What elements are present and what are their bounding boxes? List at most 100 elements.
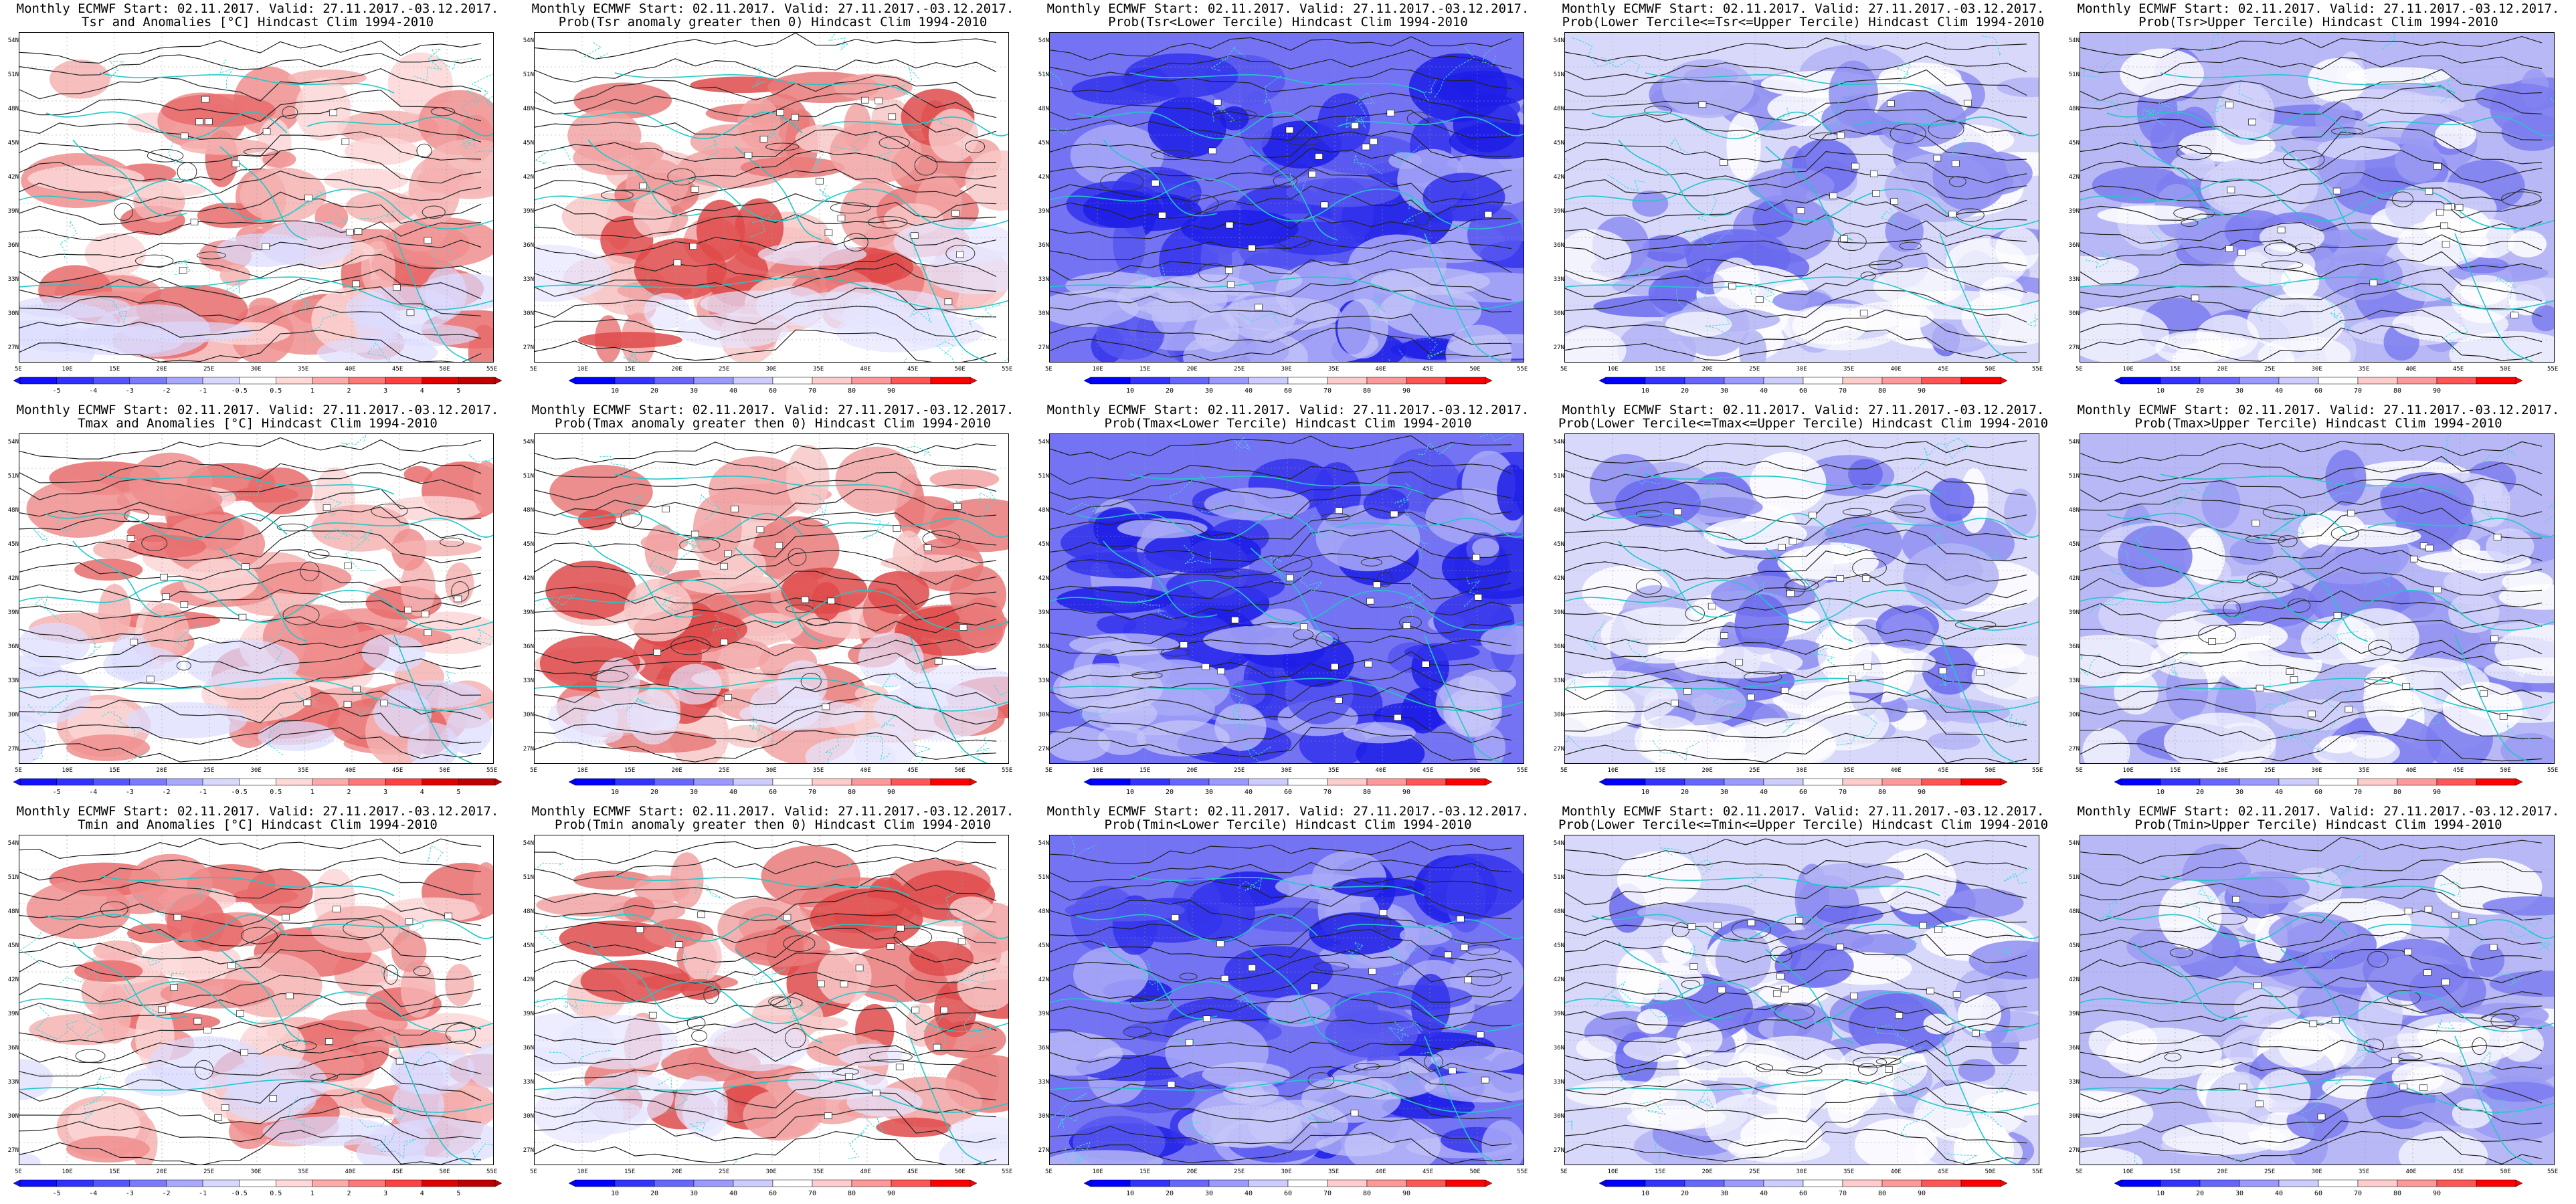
coastline — [561, 914, 803, 942]
shading-region — [2470, 944, 2505, 978]
panel-title-line2: Tmin and Anomalies [°C] Hindcast Clim 19… — [78, 817, 438, 832]
temperature-contour — [2080, 309, 2543, 342]
longitude-label: 15E — [624, 1169, 636, 1175]
longitude-label: 5E — [530, 366, 537, 373]
station-marker — [1836, 575, 1844, 582]
country-border — [1358, 1084, 1394, 1103]
shading-region — [559, 1015, 678, 1070]
colorbar-tick-label: -2 — [162, 789, 170, 796]
country-border — [703, 139, 719, 163]
latitude-label: 30N — [2068, 310, 2080, 317]
station-marker — [1158, 211, 1166, 219]
country-border — [128, 936, 161, 967]
coastline — [1939, 233, 2019, 362]
country-border — [2442, 324, 2469, 353]
country-border — [1695, 481, 1724, 504]
station-marker — [2451, 912, 2460, 919]
latitude-label: 54N — [7, 37, 19, 44]
orography-contour — [1899, 241, 1922, 250]
shading-region — [680, 979, 722, 1000]
temperature-contour — [1050, 68, 1512, 92]
colorbar-swatch — [1208, 377, 1249, 385]
shading-region — [2233, 986, 2302, 1027]
colorbar-arrow-right — [970, 377, 978, 385]
colorbar-tick-label: 20 — [1166, 387, 1174, 395]
station-marker — [2433, 586, 2442, 593]
longitude-label: 40E — [2405, 366, 2417, 373]
latitude-label: 30N — [2068, 1113, 2080, 1120]
station-marker — [840, 981, 848, 988]
country-border — [2514, 913, 2554, 928]
colorbar-tick-label: 70 — [2354, 387, 2362, 395]
longitude-label: 30E — [2311, 366, 2322, 373]
temperature-contour — [1565, 267, 2027, 297]
shading-region — [1957, 995, 2001, 1033]
colorbar-tick-label: 10 — [1126, 789, 1134, 796]
coastline — [1424, 1035, 1503, 1165]
colorbar-tick-label: 80 — [1878, 387, 1886, 395]
station-marker — [227, 962, 236, 969]
colorbar-swatch — [1605, 1179, 1646, 1187]
colorbar-swatch — [1445, 778, 1486, 786]
coastline — [735, 146, 823, 241]
station-marker — [1213, 98, 1222, 106]
coastline — [306, 518, 493, 538]
latitude-label: 36N — [2068, 242, 2080, 249]
temperature-contour — [535, 263, 997, 298]
longitude-label: 45E — [907, 767, 919, 774]
orography-contour — [965, 140, 986, 154]
country-border — [101, 711, 135, 739]
country-border — [1396, 144, 1421, 165]
temperature-contour — [1050, 841, 1512, 864]
longitude-label: 20E — [2217, 767, 2228, 774]
temperature-contour — [1050, 459, 1512, 485]
colorbar-tick-label: 90 — [1402, 789, 1410, 796]
longitude-label: 40E — [345, 767, 356, 774]
latitude-label: 27N — [1553, 746, 1564, 752]
colorbar-swatch — [2476, 1179, 2516, 1187]
colorbar-swatch — [1366, 377, 1407, 385]
shading-region — [128, 854, 213, 913]
coastline — [1129, 72, 1425, 94]
station-marker — [1964, 100, 1972, 107]
country-border — [484, 88, 493, 108]
shading-region — [2114, 670, 2158, 715]
colorbar-swatch — [654, 377, 695, 385]
longitude-label: 25E — [1749, 366, 1760, 373]
colorbar-swatch — [1960, 377, 2001, 385]
temperature-contour — [1565, 708, 2027, 743]
longitude-label: 20E — [156, 1169, 167, 1175]
latitude-label: 33N — [2068, 1079, 2080, 1086]
orography-contour — [2181, 219, 2199, 227]
colorbar-tick-label: 30 — [1205, 387, 1213, 395]
country-border — [1050, 1092, 1087, 1120]
station-marker — [1202, 1015, 1211, 1022]
longitude-label: 45E — [1422, 767, 1434, 774]
temperature-contour — [1050, 726, 1512, 761]
latitude-label: 54N — [7, 439, 19, 445]
station-marker — [2237, 249, 2246, 256]
temperature-contour — [1565, 853, 2027, 877]
shading-region — [403, 466, 433, 483]
station-marker — [2239, 1084, 2247, 1091]
station-marker — [1689, 963, 1698, 970]
temperature-contour — [1050, 618, 1512, 644]
coastline — [1103, 942, 1218, 1019]
latitude-label: 36N — [2068, 1045, 2080, 1051]
shading-region — [573, 870, 652, 890]
latitude-label: 33N — [1038, 678, 1049, 684]
panel-title-line2: Prob(Lower Tercile<=Tsr<=Upper Tercile) … — [1562, 15, 2045, 29]
latitude-label: 33N — [1038, 276, 1049, 283]
colorbar-swatch — [2120, 778, 2161, 786]
colorbar-arrow-right — [2515, 377, 2523, 385]
temperature-contour — [535, 571, 997, 605]
temperature-contour — [1565, 108, 2027, 140]
panel-title-line1: Monthly ECMWF Start: 02.11.2017. Valid: … — [2077, 1, 2560, 16]
latitude-label: 39N — [7, 1011, 19, 1017]
country-border — [1697, 193, 1717, 221]
longitude-label: 45E — [1422, 366, 1434, 373]
orography-contour — [600, 190, 634, 201]
latitude-label: 48N — [1553, 106, 1564, 112]
shading-region — [735, 928, 830, 967]
temperature-contour — [2080, 1038, 2543, 1063]
